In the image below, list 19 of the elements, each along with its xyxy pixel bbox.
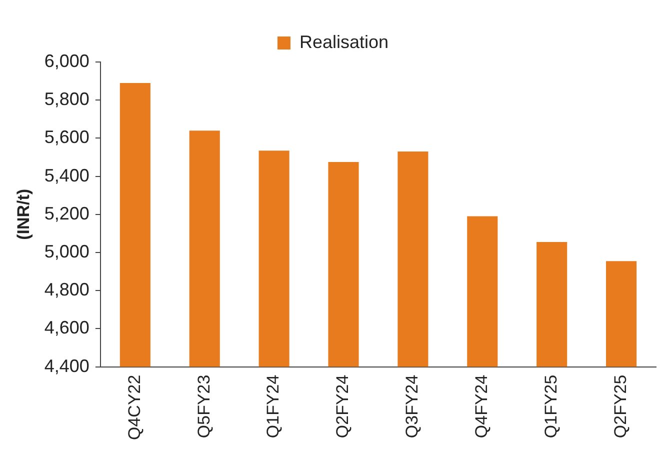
y-tick-label: 5,600 xyxy=(44,127,90,148)
y-tick-label: 4,600 xyxy=(44,318,90,338)
y-tick-label: 4,400 xyxy=(44,356,90,376)
y-tick-label: 6,000 xyxy=(44,50,90,71)
y-tick-label: 5,800 xyxy=(44,89,90,110)
x-tick-label: Q4CY22 xyxy=(124,374,144,440)
y-tick-label: 5,400 xyxy=(44,165,90,186)
legend-label: Realisation xyxy=(299,32,389,52)
y-tick-label: 4,800 xyxy=(44,280,90,300)
y-axis-title: (INR/t) xyxy=(14,188,33,240)
x-tick-label: Q5FY23 xyxy=(194,374,214,438)
x-tick-label: Q2FY24 xyxy=(333,374,352,438)
x-tick-label: Q4FY24 xyxy=(472,374,492,438)
x-tick-label: Q3FY24 xyxy=(402,374,422,438)
y-tick-label: 5,000 xyxy=(44,241,90,262)
x-tick-label: Q2FY25 xyxy=(610,374,630,438)
x-tick-label: Q1FY24 xyxy=(264,374,283,438)
y-tick-label: 5,200 xyxy=(44,203,90,224)
x-tick-label: Q1FY25 xyxy=(542,374,561,438)
